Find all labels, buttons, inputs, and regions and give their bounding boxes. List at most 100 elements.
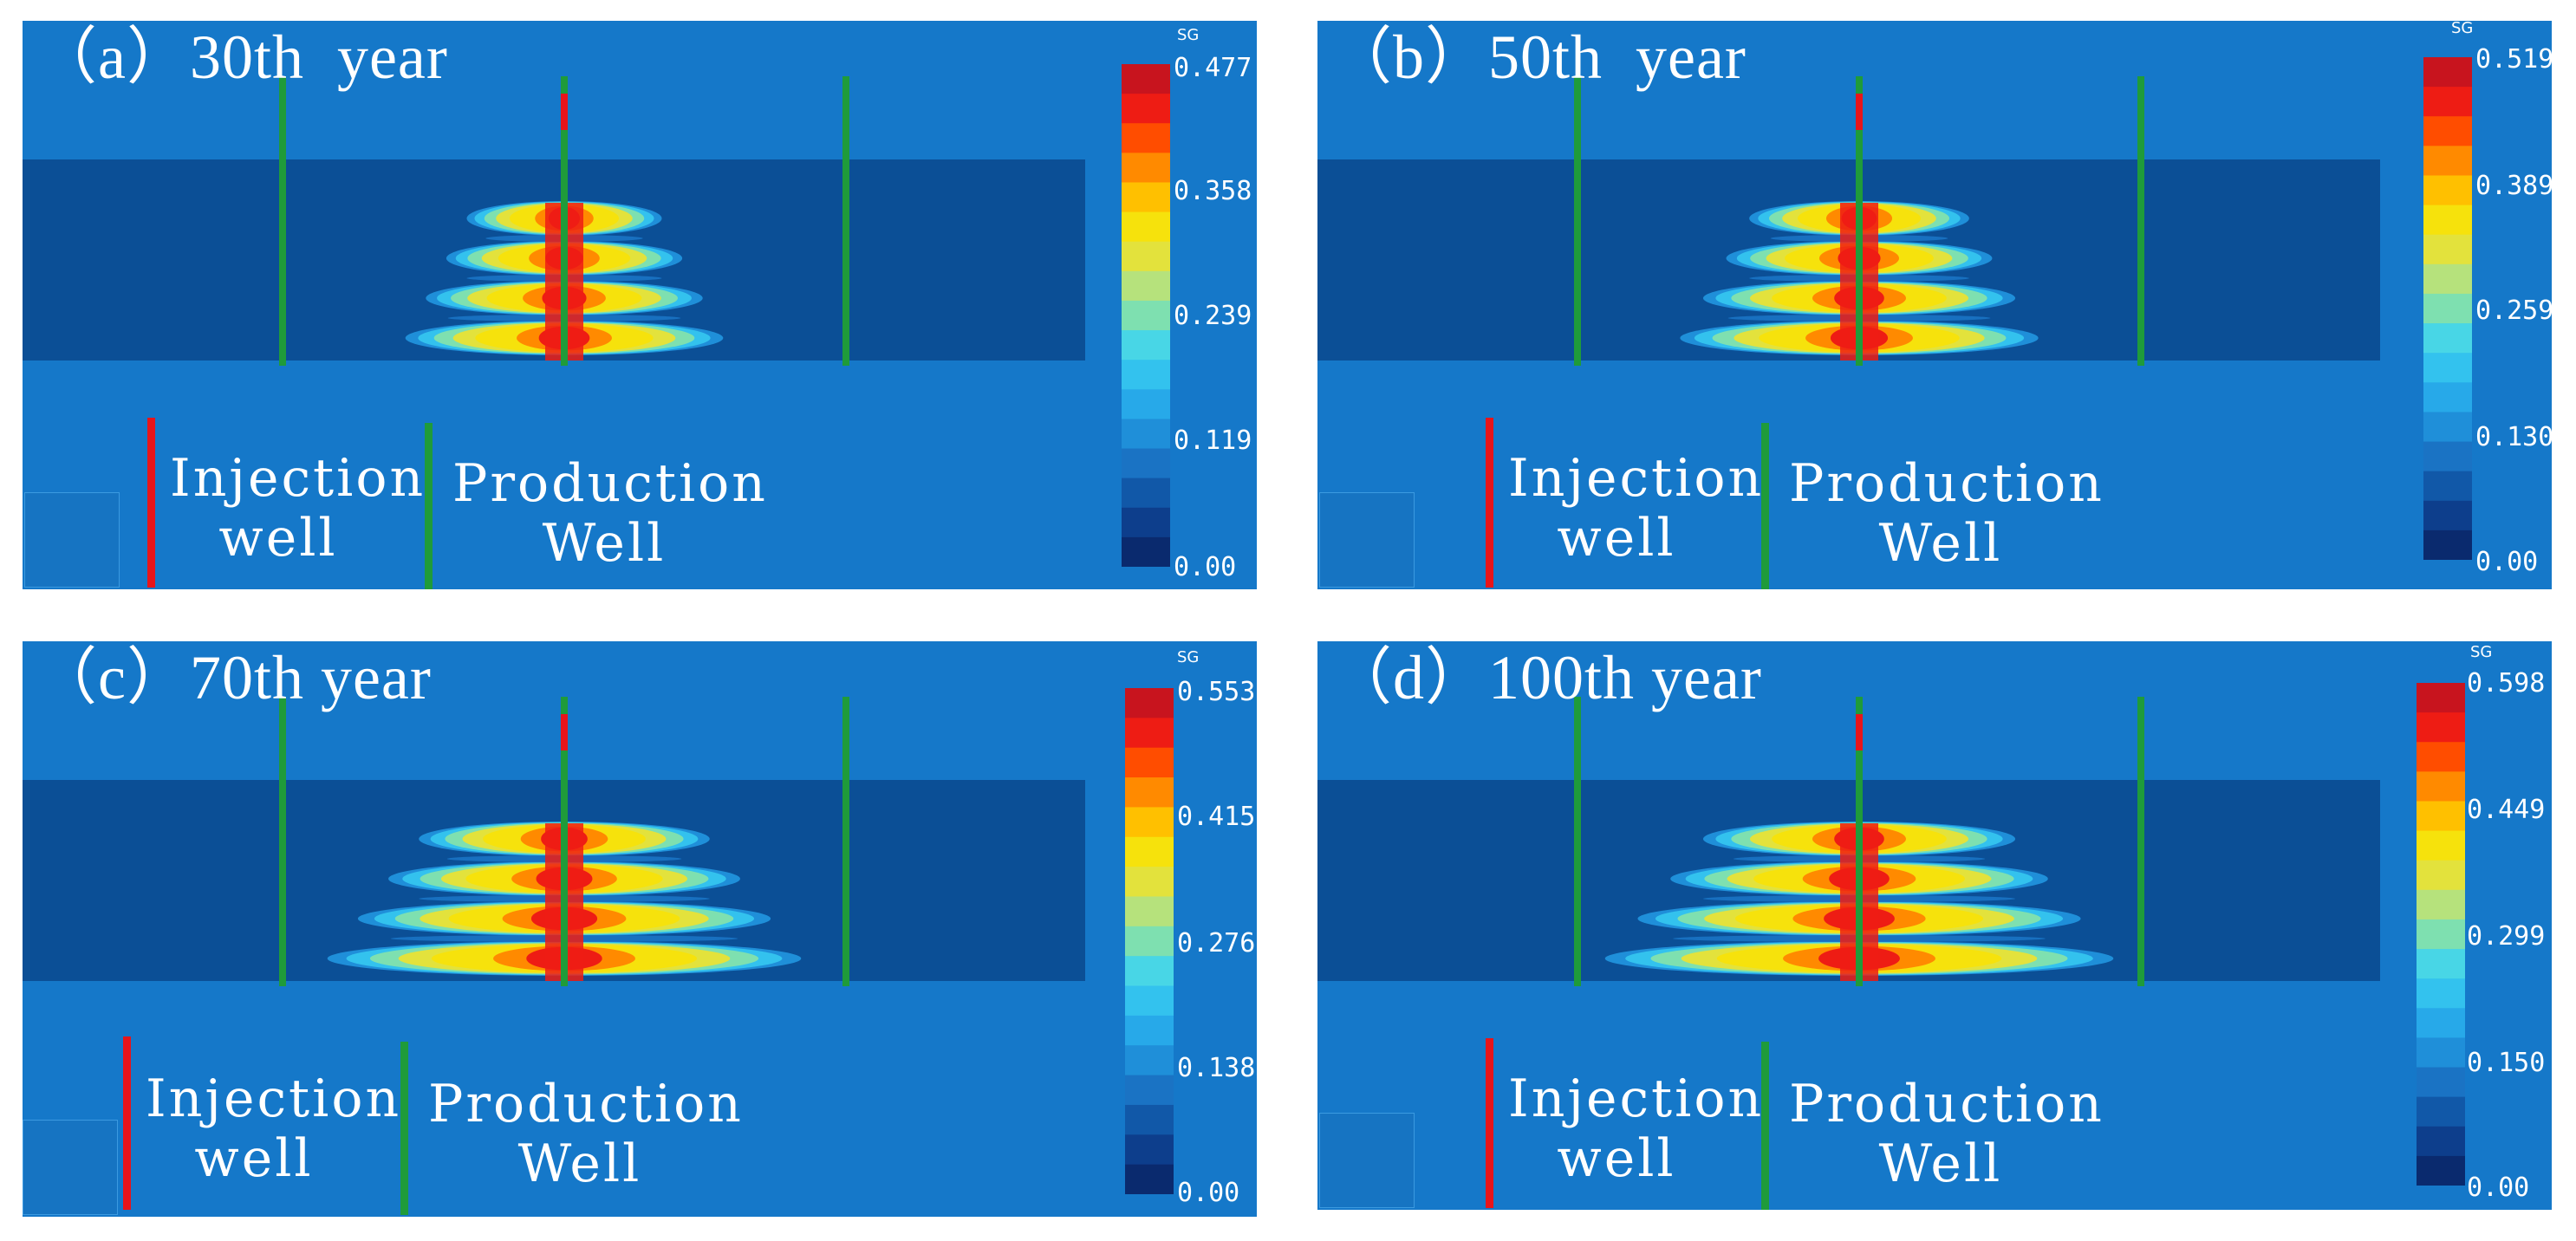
colorbar-band bbox=[1122, 536, 1170, 567]
colorbar-band bbox=[1122, 123, 1170, 153]
colorbar-band bbox=[2423, 471, 2472, 502]
colorbar-band bbox=[1122, 241, 1170, 272]
injection-well-legend-line bbox=[147, 418, 155, 588]
colorbar-tick: 0.598 bbox=[2467, 668, 2546, 698]
injection-well-legend-line bbox=[123, 1036, 131, 1210]
colorbar-tick: 0.259 bbox=[2475, 296, 2552, 326]
colorbar-band bbox=[2417, 1126, 2465, 1157]
colorbar-band bbox=[2417, 978, 2465, 1009]
colorbar-band bbox=[1125, 1015, 1174, 1046]
colorbar-band bbox=[1125, 688, 1174, 718]
colorbar-band bbox=[2417, 1067, 2465, 1098]
colorbar-band bbox=[2423, 146, 2472, 176]
colorbar bbox=[1122, 64, 1170, 567]
colorbar-band bbox=[1122, 182, 1170, 213]
colorbar-band bbox=[2417, 771, 2465, 802]
production-well bbox=[2137, 697, 2144, 986]
colorbar-band bbox=[2423, 500, 2472, 531]
colorbar-band bbox=[2423, 116, 2472, 146]
colorbar-band bbox=[1125, 1164, 1174, 1194]
panel-c: （c）70th year SG 0.553 0.415 0.276 0.138 … bbox=[23, 641, 1257, 1217]
colorbar-band bbox=[1125, 985, 1174, 1017]
colorbar-band bbox=[1125, 777, 1174, 808]
colorbar-band bbox=[2423, 87, 2472, 117]
production-well-legend-label: Production Well bbox=[452, 453, 768, 574]
colorbar-tick: 0.00 bbox=[2467, 1173, 2530, 1203]
colorbar bbox=[2417, 683, 2465, 1186]
colorbar-band bbox=[1122, 448, 1170, 479]
colorbar-band bbox=[2417, 919, 2465, 950]
production-well bbox=[279, 697, 286, 986]
production-well-legend-label: Production Well bbox=[428, 1074, 744, 1194]
colorbar-band bbox=[2417, 712, 2465, 743]
colorbar-band bbox=[1125, 718, 1174, 749]
colorbar-band bbox=[1122, 330, 1170, 361]
colorbar-tick: 0.239 bbox=[1174, 301, 1252, 331]
production-well-legend-label: Production Well bbox=[1789, 1074, 2104, 1194]
saturation-field bbox=[23, 76, 1085, 366]
colorbar-band bbox=[1122, 389, 1170, 419]
colorbar-tick: 0.553 bbox=[1177, 677, 1256, 707]
production-well bbox=[1856, 76, 1863, 366]
production-well-legend-line bbox=[425, 423, 433, 589]
production-well bbox=[842, 76, 849, 366]
colorbar-tick: 0.449 bbox=[2467, 795, 2546, 825]
colorbar-band bbox=[1125, 1134, 1174, 1166]
colorbar-band bbox=[2423, 382, 2472, 413]
production-well-legend-line bbox=[1761, 423, 1769, 589]
panel-title: （d）100th year bbox=[1330, 643, 1762, 712]
colorbar-band bbox=[2417, 949, 2465, 979]
colorbar-band bbox=[2417, 683, 2465, 713]
colorbar-band bbox=[2417, 1096, 2465, 1127]
colorbar-tick: 0.276 bbox=[1177, 928, 1256, 958]
colorbar-tick: 0.477 bbox=[1174, 53, 1252, 83]
colorbar-band bbox=[2423, 412, 2472, 443]
colorbar-band bbox=[2417, 1037, 2465, 1069]
colorbar-band bbox=[2423, 205, 2472, 236]
colorbar bbox=[1125, 688, 1174, 1194]
colorbar-tick: 0.138 bbox=[1177, 1053, 1256, 1083]
colorbar-band bbox=[2417, 742, 2465, 772]
colorbar-band bbox=[1125, 747, 1174, 778]
colorbar-label: SG bbox=[2470, 643, 2493, 661]
colorbar-band bbox=[1122, 94, 1170, 124]
panel-title: （b）50th year bbox=[1330, 23, 1747, 92]
colorbar-band bbox=[1125, 836, 1174, 867]
injection-well-legend-label: Injection well bbox=[146, 1069, 402, 1189]
production-well bbox=[561, 76, 568, 366]
injection-well-legend-label: Injection well bbox=[1508, 448, 1765, 569]
saturation-field bbox=[1317, 76, 2380, 366]
colorbar bbox=[2423, 57, 2472, 560]
injection-well-legend-line bbox=[1486, 418, 1493, 588]
colorbar-band bbox=[2417, 1155, 2465, 1186]
colorbar-band bbox=[1122, 478, 1170, 509]
colorbar-band bbox=[2417, 801, 2465, 832]
axes-triad-icon bbox=[1319, 492, 1415, 588]
panel-d: （d）100th year SG 0.598 0.449 0.299 0.150… bbox=[1317, 641, 2552, 1210]
colorbar-tick: 0.519 bbox=[2475, 44, 2552, 75]
production-well-legend-line bbox=[400, 1042, 408, 1215]
panel-b: （b）50th year SG 0.519 0.389 0.259 0.130 … bbox=[1317, 21, 2552, 589]
colorbar-label: SG bbox=[2451, 21, 2474, 37]
colorbar-band bbox=[1122, 270, 1170, 302]
production-well bbox=[279, 76, 286, 366]
colorbar-band bbox=[2417, 889, 2465, 920]
colorbar-band bbox=[1122, 211, 1170, 243]
colorbar-tick: 0.299 bbox=[2467, 921, 2546, 952]
colorbar-tick: 0.00 bbox=[1177, 1178, 1240, 1208]
production-well bbox=[561, 697, 568, 986]
colorbar-tick: 0.389 bbox=[2475, 171, 2552, 201]
colorbar-tick: 0.00 bbox=[2475, 547, 2539, 577]
colorbar-band bbox=[2423, 57, 2472, 88]
colorbar-label: SG bbox=[1177, 648, 1200, 666]
production-well bbox=[842, 697, 849, 986]
injection-well-legend-label: Injection well bbox=[170, 448, 426, 569]
saturation-field bbox=[1317, 697, 2380, 986]
production-well bbox=[1856, 697, 1863, 986]
colorbar-band bbox=[2423, 293, 2472, 324]
colorbar-tick: 0.130 bbox=[2475, 422, 2552, 452]
saturation-field bbox=[23, 697, 1085, 986]
colorbar-band bbox=[1122, 300, 1170, 331]
axes-triad-icon bbox=[1319, 1113, 1415, 1208]
colorbar-band bbox=[2417, 1008, 2465, 1038]
